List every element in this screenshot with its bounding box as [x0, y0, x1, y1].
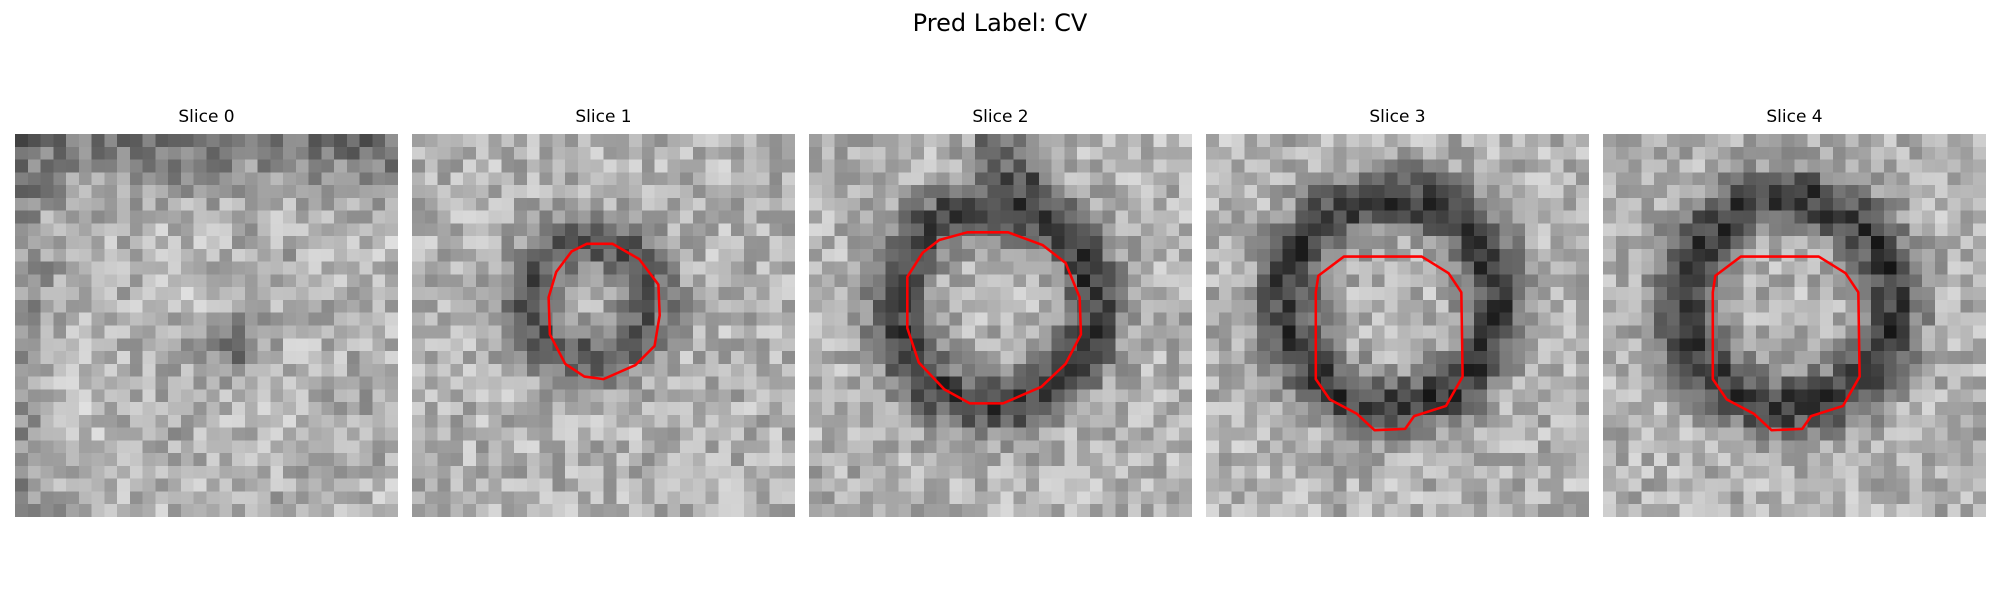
segmentation-contour	[1711, 255, 1861, 432]
segmentation-contour	[906, 231, 1083, 405]
slice-title-1: Slice 1	[575, 107, 632, 127]
slice-image-3	[1206, 134, 1589, 517]
figure-title: Pred Label: CV	[912, 9, 1088, 37]
slice-title-2: Slice 2	[972, 107, 1029, 127]
slice-title-0: Slice 0	[178, 107, 235, 127]
slice-image-4	[1603, 134, 1986, 517]
segmentation-contour	[1314, 255, 1464, 432]
slice-image-1	[412, 134, 795, 517]
slice-title-3: Slice 3	[1369, 107, 1426, 127]
slice-image-2	[809, 134, 1192, 517]
slice-title-4: Slice 4	[1766, 107, 1823, 127]
segmentation-contour	[547, 242, 661, 381]
slice-image-0	[15, 134, 398, 517]
